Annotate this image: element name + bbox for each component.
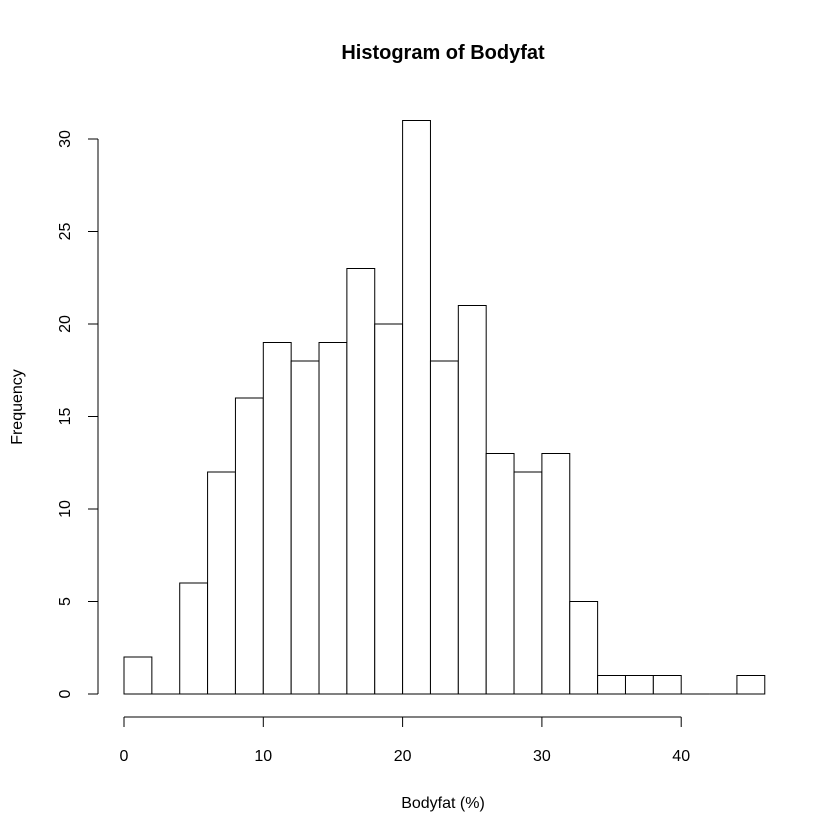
y-axis: 0 5 10 15 20 25 30 xyxy=(57,130,99,698)
y-tick-label: 20 xyxy=(57,315,74,333)
x-tick-label: 40 xyxy=(672,748,690,765)
histogram-bar xyxy=(597,675,626,695)
x-tick-label: 30 xyxy=(533,748,551,765)
bars-group xyxy=(123,120,766,695)
histogram-bar xyxy=(652,675,682,695)
histogram-bar xyxy=(346,268,376,695)
y-tick-label: 15 xyxy=(57,408,74,426)
y-tick-label: 5 xyxy=(57,597,74,606)
histogram-bar xyxy=(402,120,431,695)
histogram-bar xyxy=(374,323,404,695)
histogram-bar xyxy=(485,453,515,695)
x-tick-label: 0 xyxy=(120,748,129,765)
chart-title: Histogram of Bodyfat xyxy=(341,42,545,64)
y-tick-label: 10 xyxy=(57,500,74,518)
x-tick-label: 20 xyxy=(394,748,412,765)
histogram-bar xyxy=(624,675,654,695)
x-axis-label: Bodyfat (%) xyxy=(401,795,485,812)
histogram-bar xyxy=(429,360,459,695)
histogram-bar xyxy=(513,471,543,695)
histogram-bar xyxy=(457,305,487,695)
x-axis: 0 10 20 30 40 xyxy=(120,716,690,765)
histogram-bar xyxy=(262,342,292,695)
x-tick-label: 10 xyxy=(254,748,272,765)
y-tick-label: 25 xyxy=(57,223,74,241)
y-axis-label: Frequency xyxy=(9,369,26,445)
histogram-bar xyxy=(541,453,571,695)
y-tick-label: 30 xyxy=(57,130,74,148)
histogram-bar xyxy=(123,656,153,695)
histogram-bar xyxy=(234,397,264,695)
histogram-bar xyxy=(318,342,348,695)
histogram-bar xyxy=(207,471,236,695)
y-tick-label: 0 xyxy=(57,689,74,698)
histogram-bar xyxy=(736,675,766,695)
histogram-bar xyxy=(569,601,599,695)
histogram-bar xyxy=(290,360,320,695)
histogram-bar xyxy=(179,582,209,695)
